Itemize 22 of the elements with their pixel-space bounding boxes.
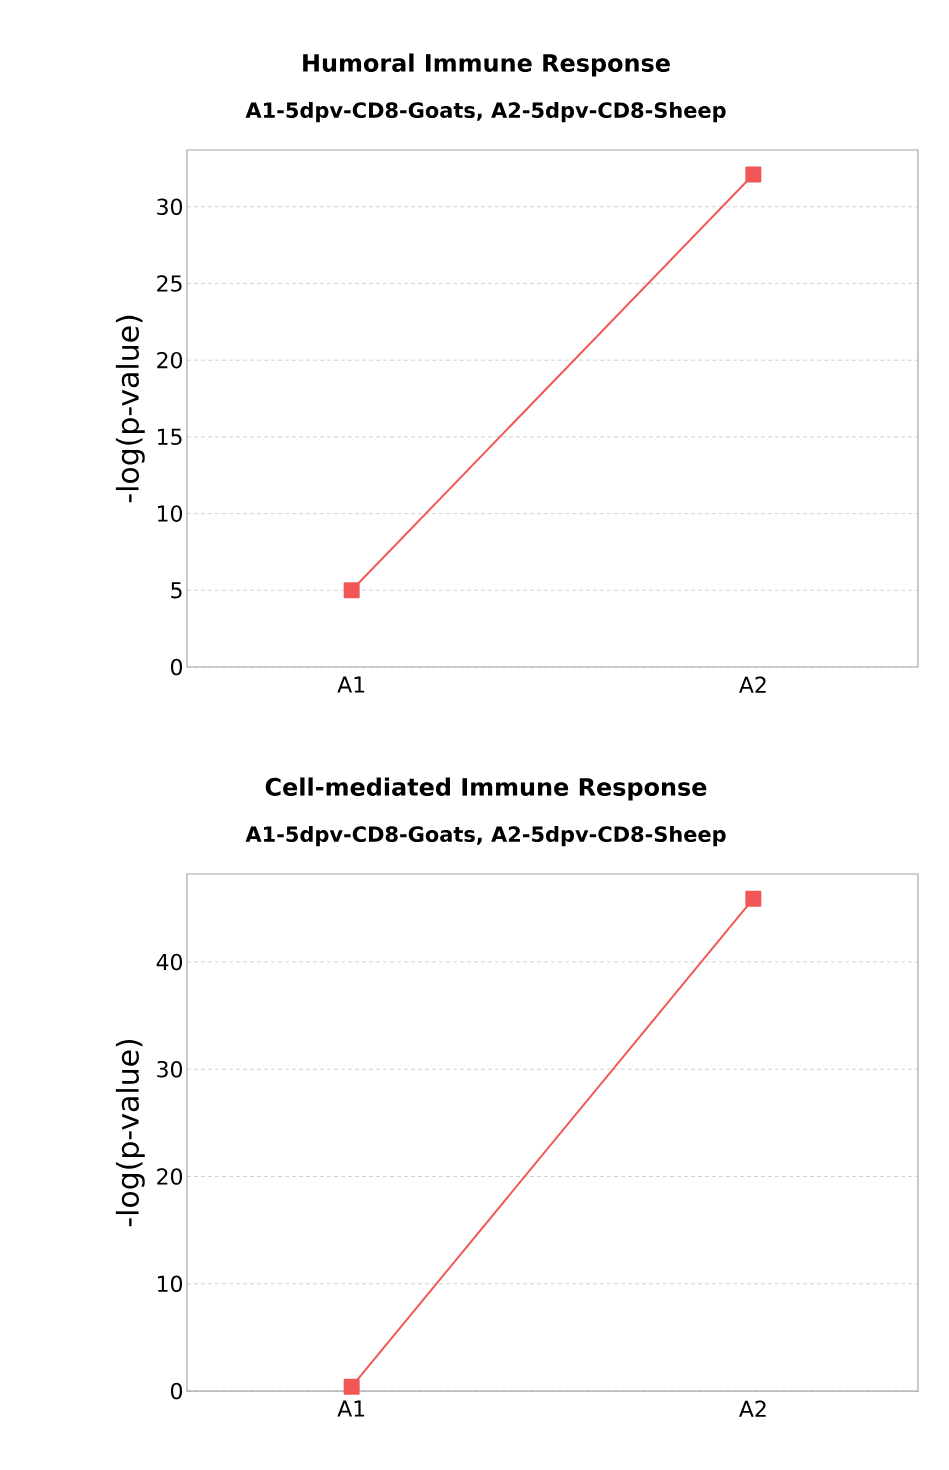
x-tick-label: A2 (739, 1400, 766, 1417)
y-tick-label: 20 (157, 1168, 183, 1185)
y-tick-label: 0 (170, 658, 183, 676)
x-tick-label: A1 (337, 676, 365, 693)
y-tick-label: 40 (156, 953, 183, 971)
chart-title: Cell-mediated Immune Response (265, 777, 707, 801)
y-tick-label: 5 (171, 582, 182, 599)
y-tick-label: 0 (170, 1382, 183, 1400)
y-tick-label: 30 (157, 1060, 183, 1078)
y-tick-label: 20 (157, 351, 183, 369)
y-axis-title: -log(p-value) (115, 315, 145, 503)
y-axis-title: -log(p-value) (115, 1039, 145, 1227)
x-tick-label: A2 (739, 676, 766, 693)
y-tick-label: 25 (157, 275, 182, 292)
y-tick-label: 10 (158, 505, 183, 522)
chart-subtitle: A1-5dpv-CD8-Goats, A2-5dpv-CD8-Sheep (245, 101, 726, 123)
y-tick-label: 30 (157, 198, 183, 216)
chart-subtitle: A1-5dpv-CD8-Goats, A2-5dpv-CD8-Sheep (245, 825, 726, 847)
x-tick-label: A1 (337, 1400, 365, 1417)
y-tick-label: 15 (158, 428, 182, 446)
chart-title: Humoral Immune Response (303, 53, 670, 77)
y-tick-label: 10 (158, 1275, 183, 1293)
